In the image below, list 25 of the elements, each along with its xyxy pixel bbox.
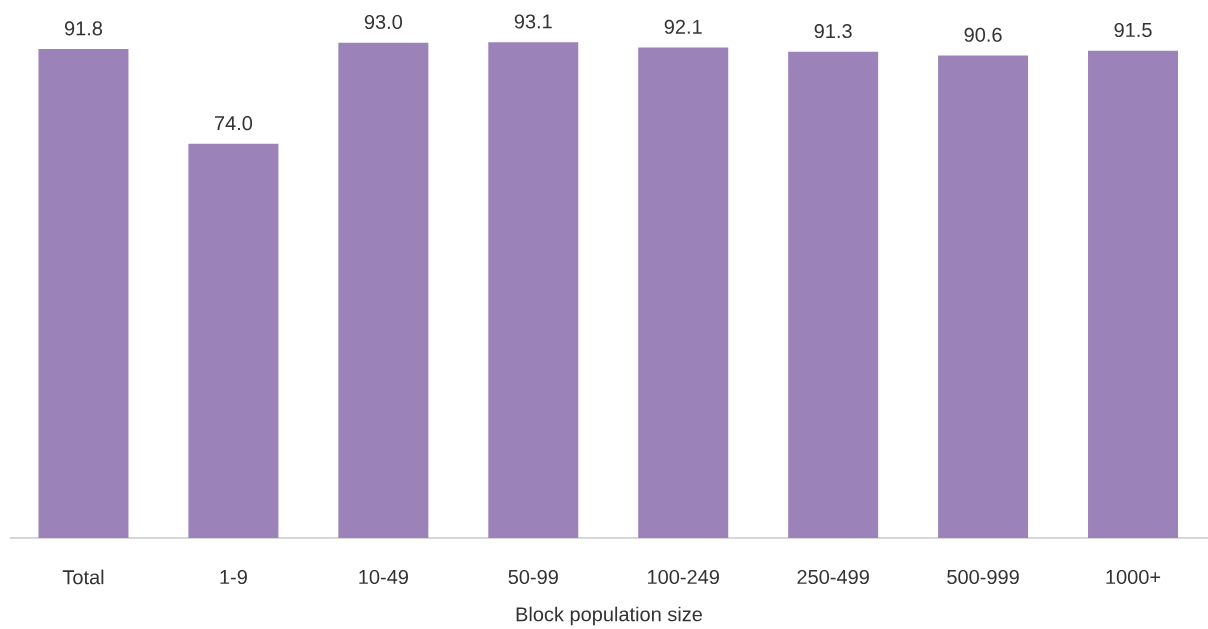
x-tick-label: Total xyxy=(62,569,104,585)
x-tick-label: 10-49 xyxy=(359,569,408,585)
x-tick-label: 100-249 xyxy=(648,569,719,585)
data-label: 74.0 xyxy=(214,116,253,131)
data-label: 93.0 xyxy=(364,14,403,30)
data-label: 91.8 xyxy=(64,21,103,36)
x-tick-label: 250-499 xyxy=(797,569,869,585)
bar xyxy=(488,42,579,538)
data-label: 91.5 xyxy=(1114,22,1152,38)
data-label: 90.6 xyxy=(964,27,1002,42)
x-tick-label: 50-99 xyxy=(508,569,558,585)
data-label: 93.1 xyxy=(514,14,552,29)
x-tick-label: 500-999 xyxy=(947,569,1019,585)
x-tick-label: 1-9 xyxy=(220,569,247,585)
bar xyxy=(188,143,279,538)
x-tick-label: 1000+ xyxy=(1106,569,1161,585)
bar xyxy=(1088,50,1179,538)
bar xyxy=(38,49,129,538)
bar xyxy=(788,51,879,538)
bar xyxy=(338,42,429,538)
x-axis-title: Block population size xyxy=(516,606,702,626)
bar xyxy=(938,55,1029,538)
bar xyxy=(638,47,729,538)
data-label: 91.3 xyxy=(814,23,852,39)
data-label: 92.1 xyxy=(664,19,702,34)
